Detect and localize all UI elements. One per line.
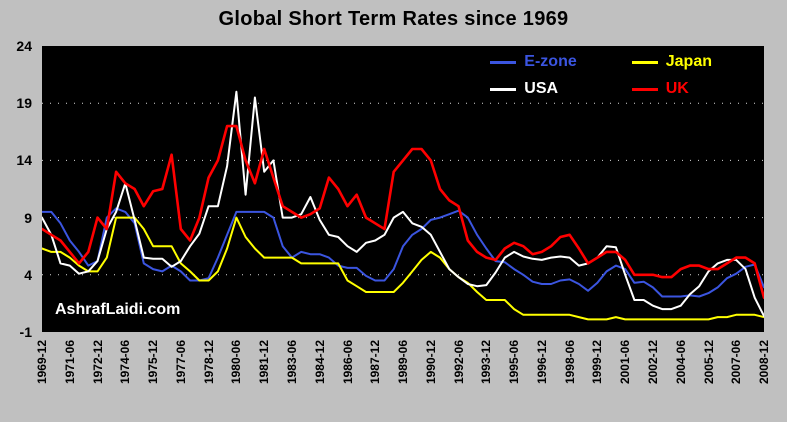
y-tick-label: 19 — [16, 95, 32, 112]
y-tick-label: 9 — [24, 209, 32, 226]
x-tick-label: 1977-06 — [173, 340, 188, 385]
legend-label-ezone: E-zone — [524, 53, 577, 70]
uk-line-swatch — [631, 87, 658, 91]
y-tick-label: 24 — [16, 38, 32, 54]
legend: E-zone Japan USA UK — [490, 54, 712, 97]
x-tick-label: 1995-06 — [507, 340, 522, 385]
legend-item-japan: Japan — [631, 53, 712, 70]
legend-item-ezone: E-zone — [490, 53, 577, 70]
y-tick-label: -1 — [19, 324, 32, 340]
x-tick-label: 1980-06 — [229, 340, 244, 385]
series-line-usa — [42, 90, 764, 317]
x-tick-label: 1998-06 — [562, 340, 577, 385]
x-tick-label: 2008-12 — [757, 340, 771, 385]
legend-label-usa: USA — [524, 80, 559, 97]
japan-line-swatch — [631, 60, 658, 64]
x-tick-label: 1996-12 — [534, 340, 549, 385]
watermark: AshrafLaidi.com — [55, 301, 181, 318]
x-tick-label: 1975-12 — [146, 340, 161, 385]
chart-title: Global Short Term Rates since 1969 — [218, 8, 569, 30]
x-tick-label: 2001-06 — [618, 340, 633, 385]
legend-label-japan: Japan — [665, 53, 712, 70]
series-line-japan — [42, 216, 764, 321]
legend-item-uk: UK — [631, 80, 712, 97]
plot-area: E-zone Japan USA UK AshrafLaidi.com — [42, 46, 764, 332]
x-tick-label: 1992-06 — [451, 340, 466, 385]
y-tick-label: 4 — [24, 266, 32, 283]
x-tick-label: 2004-06 — [673, 340, 688, 385]
y-tick-label: 14 — [16, 152, 32, 169]
x-tick-label: 2002-12 — [645, 340, 660, 385]
x-tick-label: 1974-06 — [118, 340, 133, 385]
y-axis-labels: 24 19 14 9 4 -1 — [0, 38, 37, 340]
x-tick-label: 1993-12 — [479, 340, 494, 385]
x-tick-label: 1986-06 — [340, 340, 355, 385]
x-tick-label: 1971-06 — [62, 340, 77, 385]
plot-svg — [42, 90, 764, 321]
x-tick-label: 2005-12 — [701, 340, 716, 385]
x-tick-label: 1999-12 — [590, 340, 605, 385]
x-tick-label: 1989-06 — [396, 340, 410, 385]
x-tick-label: 1969-12 — [35, 340, 49, 385]
x-tick-label: 1978-12 — [201, 340, 216, 385]
x-tick-label: 1984-12 — [312, 340, 327, 385]
series-line-e-zone — [42, 207, 764, 298]
x-axis-labels: 1969-12 1971-06 1972-12 1974-06 1975-12 1977-… — [35, 334, 771, 422]
x-tick-label: 2007-06 — [729, 340, 744, 385]
usa-line-swatch — [490, 87, 517, 91]
x-tick-label: 1972-12 — [90, 340, 105, 385]
x-tick-label: 1987-12 — [368, 340, 383, 385]
legend-label-uk: UK — [665, 80, 689, 97]
x-tick-label: 1983-06 — [284, 340, 299, 385]
legend-item-usa: USA — [490, 81, 576, 97]
series-line-uk — [42, 124, 764, 299]
ezone-line-swatch — [490, 60, 517, 64]
x-tick-label: 1981-12 — [257, 340, 272, 385]
x-tick-label: 1990-12 — [423, 340, 438, 385]
